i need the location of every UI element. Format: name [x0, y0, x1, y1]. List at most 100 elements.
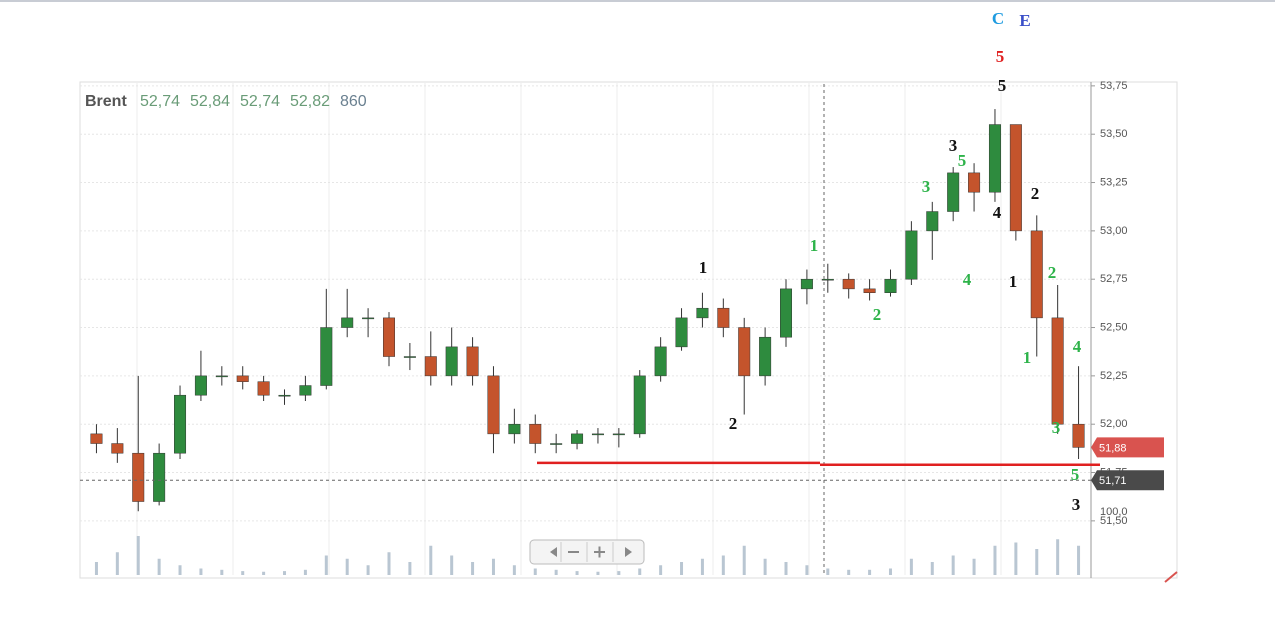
candle-body	[257, 381, 270, 396]
volume-bar	[157, 558, 161, 575]
volume-tick-label: 100,0	[1100, 506, 1128, 518]
symbol-name: Brent	[85, 93, 127, 110]
volume-bar	[283, 571, 287, 575]
candle-body	[947, 172, 960, 212]
nav-right[interactable]	[625, 547, 632, 557]
volume-bar	[136, 536, 140, 575]
wave-label: 1	[699, 258, 708, 277]
volume-bar	[1077, 545, 1081, 575]
volume-bar	[345, 558, 349, 575]
wave-label: 3	[1072, 495, 1081, 514]
wave-label: 3	[949, 136, 958, 155]
candle-body	[654, 346, 667, 377]
y-tick-label: 53,50	[1100, 128, 1128, 140]
volume-bar	[178, 565, 182, 575]
corner-mark	[1164, 571, 1178, 583]
candle-body	[884, 278, 897, 293]
quote-volume: 860	[340, 93, 367, 110]
volume-bar	[241, 571, 245, 575]
y-tick-label: 53,75	[1100, 80, 1128, 92]
wave-label: 3	[1052, 418, 1061, 437]
price-tag-label: 51,71	[1099, 475, 1127, 487]
candle-body	[132, 452, 145, 502]
volume-bar	[554, 569, 558, 575]
wave-label: 2	[873, 305, 882, 324]
quote-low: 52,74	[240, 93, 280, 110]
candle-body	[821, 278, 834, 281]
candle-body	[863, 288, 876, 293]
wave-label: 3	[922, 177, 931, 196]
candle-body	[153, 452, 166, 502]
volume-bar	[909, 558, 913, 575]
wave-label: 4	[993, 203, 1002, 222]
candle-body	[1009, 124, 1022, 232]
candle-body	[278, 394, 291, 397]
y-tick-label: 52,25	[1100, 370, 1128, 382]
volume-bar	[366, 565, 370, 575]
candle-body	[780, 288, 793, 338]
wave-label: 5	[996, 47, 1005, 66]
volume-bar	[533, 568, 537, 575]
volume-bar	[972, 558, 976, 575]
quote-open: 52,74	[140, 93, 180, 110]
candle-body	[1051, 317, 1064, 425]
price-tag-label: 51,88	[1099, 442, 1127, 454]
nav-left[interactable]	[550, 547, 557, 557]
candle-body	[194, 375, 207, 396]
wave-label: 2	[1031, 184, 1040, 203]
candle-body	[424, 356, 437, 377]
volume-bar	[1035, 549, 1039, 575]
candle-body	[612, 433, 625, 436]
volume-bar	[199, 568, 203, 575]
wave-label: 4	[963, 270, 972, 289]
candle-body	[382, 317, 395, 357]
candle-body	[508, 423, 521, 435]
y-tick-label: 52,50	[1100, 321, 1128, 333]
volume-bar	[491, 558, 495, 575]
y-tick-label: 51,50	[1100, 515, 1128, 527]
candle-body	[90, 433, 103, 444]
volume-bar	[262, 571, 266, 575]
wave-label: C	[992, 9, 1004, 28]
volume-bar	[596, 571, 600, 575]
wave-label: 1	[1009, 272, 1018, 291]
price-tag	[1091, 470, 1164, 491]
y-tick-label: 52,75	[1100, 273, 1128, 285]
candle-body	[842, 278, 855, 290]
navigator	[529, 539, 645, 565]
candle-body	[320, 327, 333, 386]
volume-bar	[450, 555, 454, 575]
price-tag	[1091, 437, 1164, 458]
nav-zoom-in[interactable]	[594, 546, 605, 558]
wave-label: 2	[1048, 263, 1057, 282]
candle-body	[988, 124, 1001, 193]
candle-body	[968, 172, 981, 193]
volume-bar	[324, 555, 328, 575]
candle-body	[675, 317, 688, 348]
volume-bar	[659, 565, 663, 575]
volume-bar	[888, 568, 892, 575]
volume-bar	[575, 571, 579, 575]
candle-body	[571, 433, 584, 444]
candle-body	[236, 375, 249, 382]
candle-body	[591, 433, 604, 436]
candle-body	[529, 423, 542, 444]
quote-close: 52,82	[290, 93, 330, 110]
candle-body	[905, 230, 918, 280]
y-tick-label: 52,00	[1100, 418, 1128, 430]
candle-body	[215, 375, 228, 378]
wave-label: 5	[998, 76, 1007, 95]
nav-separators	[560, 542, 614, 562]
volume-bar	[930, 562, 934, 575]
volume-bar	[784, 562, 788, 575]
volume-bar	[951, 555, 955, 575]
wave-label: 4	[1073, 337, 1082, 356]
volume-bar	[115, 552, 119, 575]
volume-bar	[471, 562, 475, 575]
candle-body	[717, 307, 730, 328]
candle-body	[550, 443, 563, 445]
volume-bar	[638, 568, 642, 575]
y-tick-label: 53,25	[1100, 176, 1128, 188]
candle-body	[759, 336, 772, 377]
